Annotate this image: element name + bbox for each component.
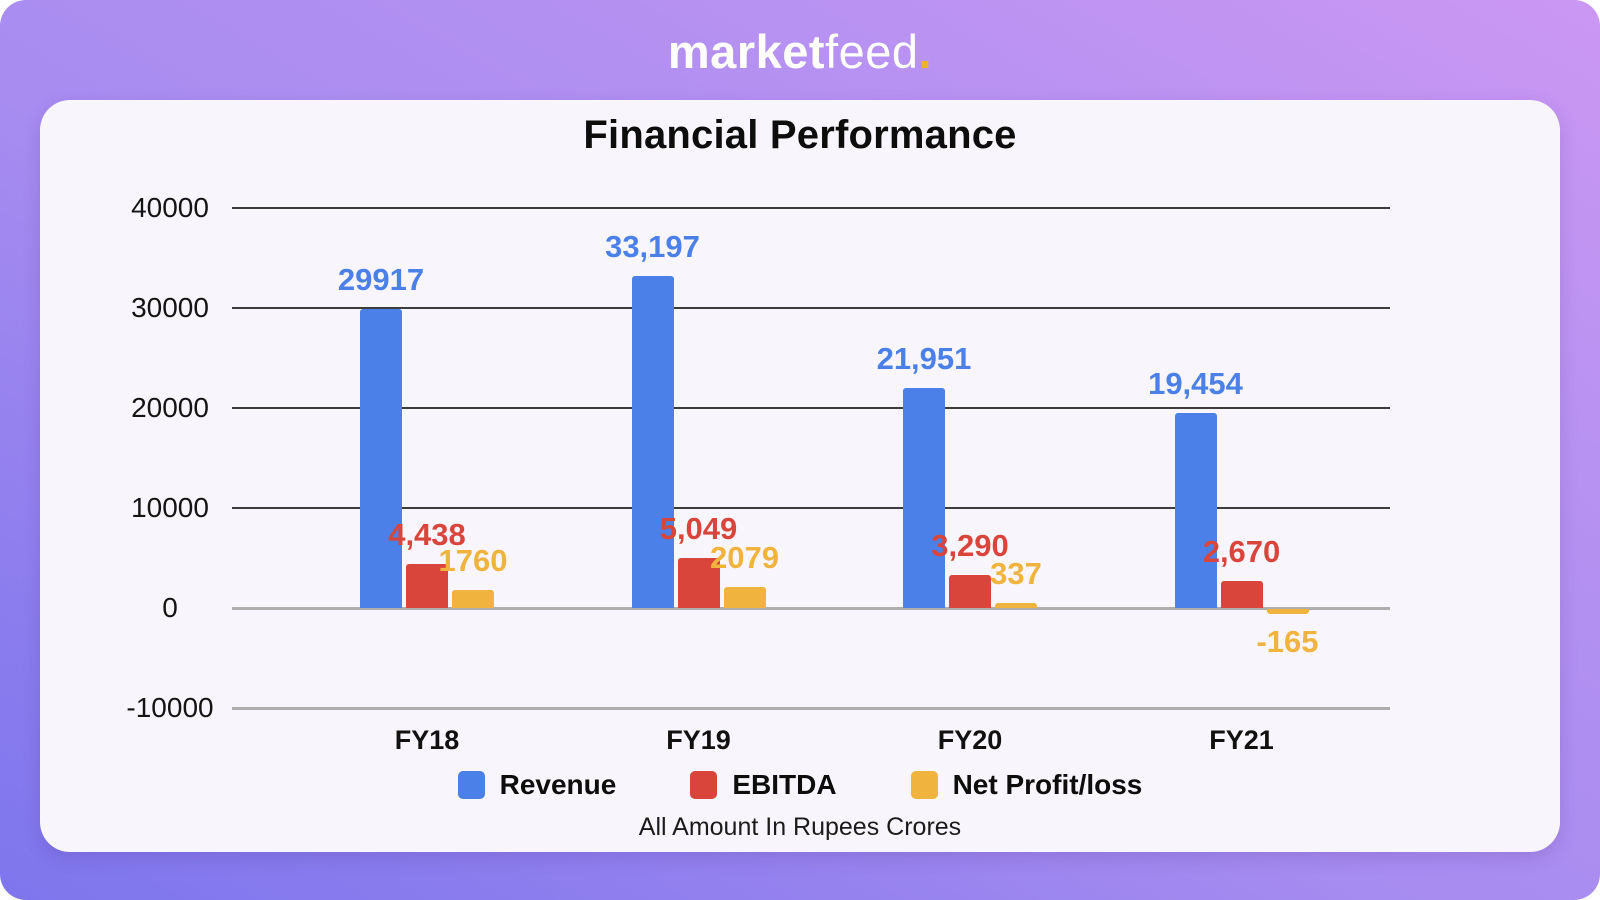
chart-card: Financial Performance 40000 30000 20000 100… [40,100,1560,852]
value-label: 21,951 [876,341,972,377]
gridline-30000 [232,307,1390,309]
gridline-10000 [232,507,1390,509]
value-label: 3,290 [931,528,1009,564]
footnote: All Amount In Rupees Crores [638,813,962,841]
legend-item-net-profit-loss: Net Profit/loss [910,769,1143,801]
value-label: 33,197 [605,229,700,265]
y-axis-tick-label: -10000 [126,692,214,723]
legend-swatch [690,771,718,799]
legend-label: Revenue [499,769,617,800]
bar-ebitda-fy18 [406,563,448,608]
plot-area: 40000 30000 20000 10000 0 -10000 FY18 29917 4,43… [40,100,1560,852]
logo-text-feed: feed [825,25,919,78]
brand-logo: marketfeed. [0,24,1600,80]
chart-title: Financial Performance [583,113,1017,157]
y-axis-tick-label: 20000 [131,392,209,423]
bar-net-profit-loss-fy18 [452,590,494,608]
x-axis-label-fy21: FY21 [1209,725,1274,755]
y-axis-tick-label: 0 [162,592,178,623]
legend: Revenue EBITDA Net Profit/loss [40,768,1560,802]
value-label: 19,454 [1148,366,1243,402]
bar-revenue-fy18 [360,308,402,608]
value-label: 29917 [337,261,425,297]
value-label: 5,049 [659,510,738,546]
y-axis-tick-label: 10000 [131,492,209,523]
bar-revenue-fy19 [631,276,674,608]
bar-ebitda-fy20 [949,575,991,608]
gridline--10000 [232,706,1390,710]
bar-net-profit-loss-fy20 [995,603,1037,608]
value-label: 2,670 [1202,534,1281,570]
gridline-40000 [232,207,1390,209]
value-label: 1760 [438,543,508,579]
value-label: -165 [1256,624,1319,659]
legend-item-revenue: Revenue [457,769,617,801]
legend-label: EBITDA [732,769,837,800]
legend-item-ebitda: EBITDA [690,769,837,801]
logo-text-market: market [667,25,826,78]
gridline-0 [232,606,1390,610]
legend-swatch [910,771,938,799]
bar-net-profit-loss-fy21 [1266,609,1309,614]
gridline-20000 [232,407,1390,409]
value-label: 2079 [710,540,779,576]
value-label: 337 [990,556,1042,591]
x-axis-label-fy20: FY20 [937,725,1003,755]
legend-swatch [457,771,485,799]
value-label: 4,438 [388,516,466,552]
bar-ebitda-fy19 [677,557,720,608]
y-axis-tick-label: 30000 [131,292,209,323]
bar-ebitda-fy21 [1220,581,1263,608]
x-axis-label-fy18: FY18 [394,725,460,755]
bar-net-profit-loss-fy19 [723,587,766,608]
bar-revenue-fy20 [903,388,945,608]
legend-label: Net Profit/loss [952,769,1143,800]
x-axis-label-fy19: FY19 [666,725,731,755]
bar-revenue-fy21 [1174,413,1217,608]
y-axis-tick-label: 40000 [131,192,209,223]
logo-dot: . [918,25,933,78]
